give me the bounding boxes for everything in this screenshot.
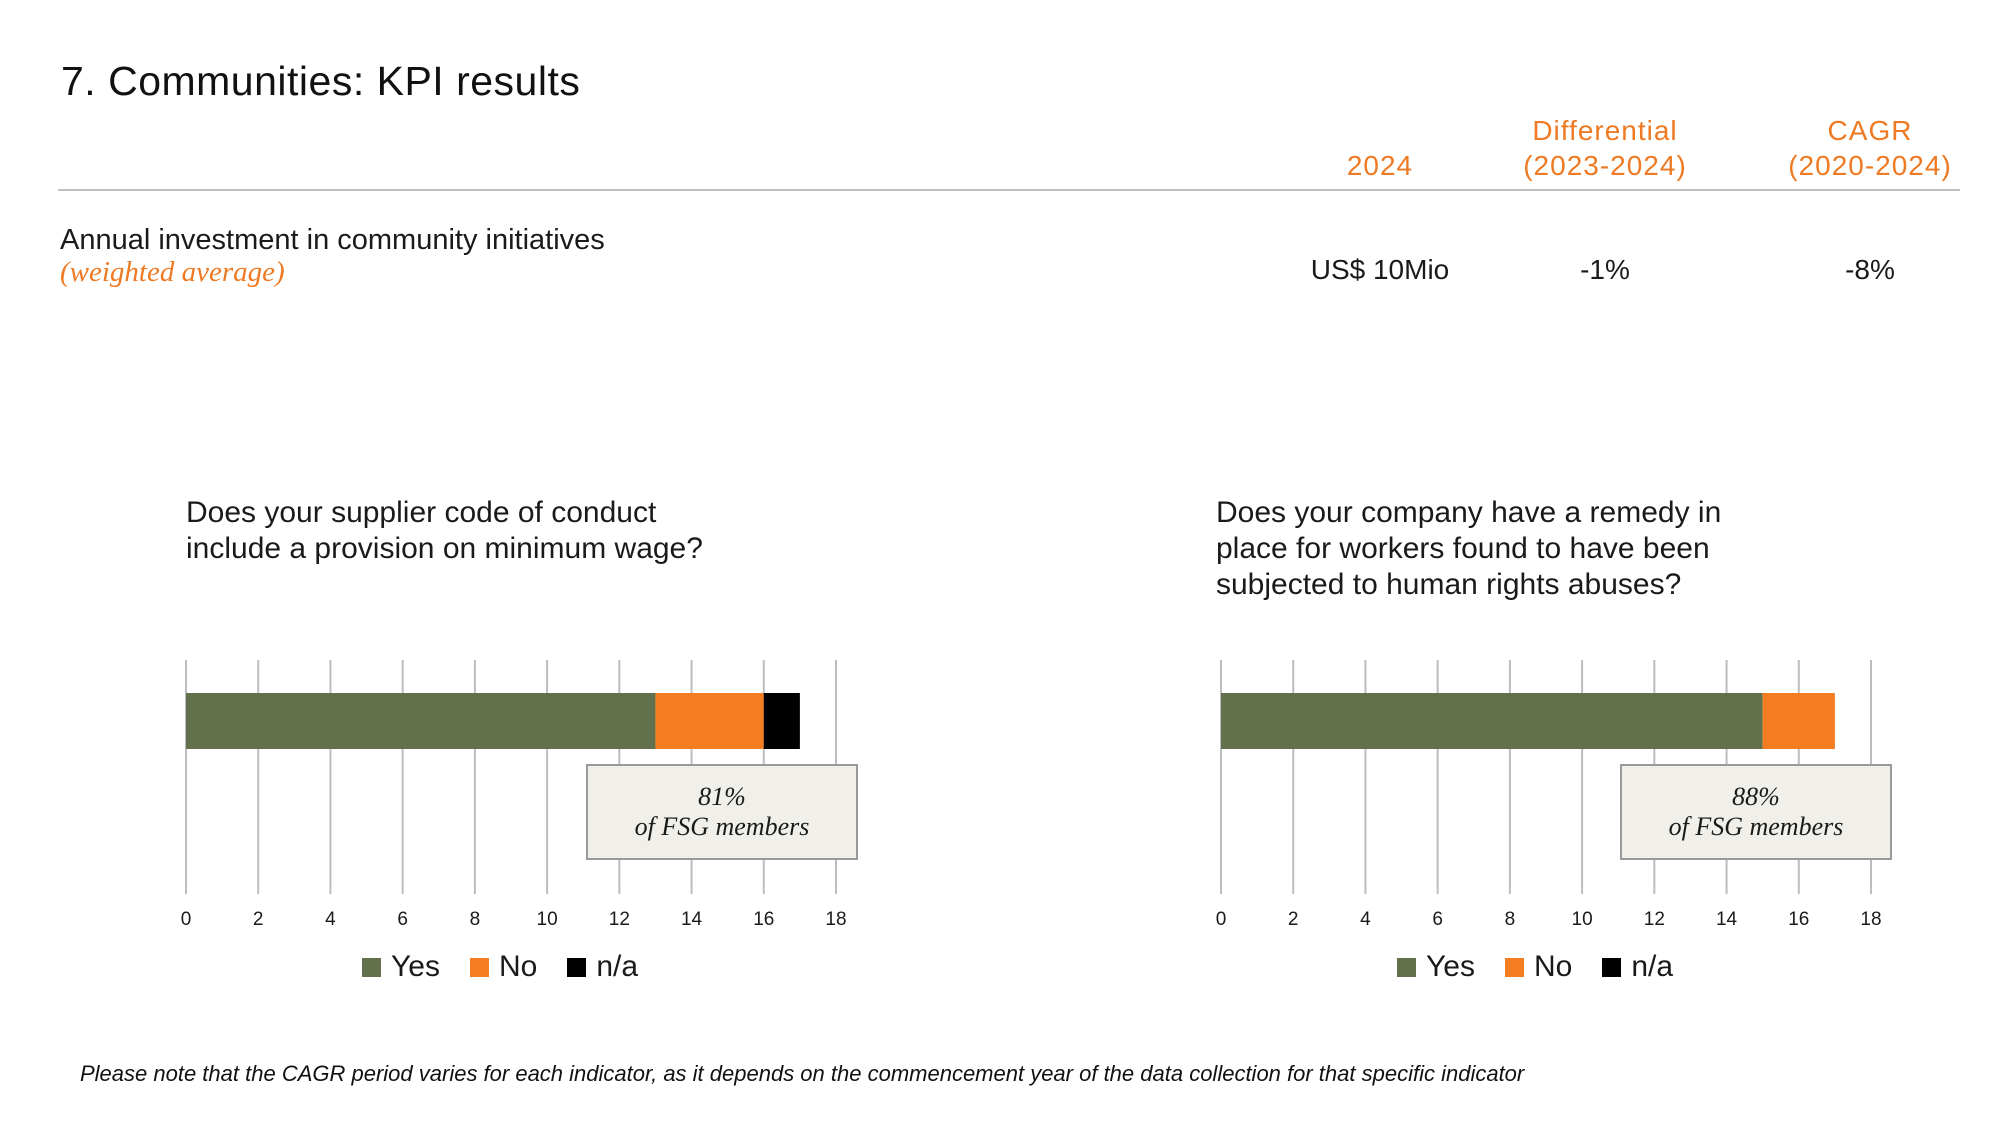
- chart-1-question-line: include a provision on minimum wage?: [186, 532, 703, 565]
- kpi-value-cagr: -8%: [1845, 254, 1895, 285]
- legend-item-yes: Yes: [1397, 950, 1475, 984]
- annotation-percent: 81%: [698, 782, 746, 811]
- kpi-sublabel: (weighted average): [60, 256, 285, 288]
- page-title: 7. Communities: KPI results: [61, 58, 581, 104]
- footnote: Please note that the CAGR period varies …: [80, 1061, 1525, 1086]
- chart-2-annotation: 88% of FSG members: [1620, 764, 1892, 860]
- x-tick-label: 18: [825, 909, 846, 930]
- x-tick-label: 16: [1788, 909, 1809, 930]
- x-tick-label: 8: [1505, 909, 1516, 930]
- chart-1-annotation: 81% of FSG members: [586, 764, 858, 860]
- x-tick-label: 4: [325, 909, 336, 930]
- chart-1-question: Does your supplier code of conduct inclu…: [186, 495, 806, 567]
- x-tick-label: 14: [681, 909, 703, 930]
- column-header-line2: 2024: [1346, 150, 1414, 181]
- column-header-line1: [1320, 113, 1440, 148]
- chart-1-question-line: Does your supplier code of conduct: [186, 496, 657, 529]
- legend-swatch-yes: [362, 957, 381, 977]
- legend-item-yes: Yes: [362, 950, 440, 984]
- column-header-differential: Differential (2023-2024): [1480, 113, 1730, 183]
- x-tick-label: 8: [470, 909, 481, 930]
- legend-item-no: No: [469, 950, 538, 984]
- bar-segment-na: [763, 693, 800, 749]
- legend-item-no: No: [1504, 950, 1573, 984]
- bar-segment-yes: [186, 693, 656, 749]
- chart-2-question-line: Does your company have a remedy in: [1216, 496, 1722, 529]
- column-header-2024: 2024: [1320, 113, 1440, 183]
- x-tick-label: 6: [397, 909, 408, 930]
- column-header-cagr: CAGR (2020-2024): [1760, 113, 1980, 183]
- chart-2-question-line: subjected to human rights abuses?: [1216, 568, 1682, 601]
- x-tick-label: 2: [253, 909, 264, 930]
- x-tick-label: 14: [1716, 909, 1738, 930]
- x-tick-label: 10: [537, 909, 558, 930]
- legend-label-yes: Yes: [391, 950, 440, 983]
- legend-item-na: n/a: [567, 950, 638, 984]
- x-tick-label: 12: [1644, 909, 1665, 930]
- chart-2-legend: Yes No n/a: [1397, 950, 1673, 984]
- column-header-line2: (2020-2024): [1788, 150, 1952, 181]
- legend-label-yes: Yes: [1426, 950, 1475, 983]
- x-tick-label: 12: [609, 909, 630, 930]
- bar-segment-no: [655, 693, 764, 749]
- x-tick-label: 2: [1288, 909, 1299, 930]
- column-header-line1: CAGR: [1827, 115, 1913, 146]
- x-tick-label: 6: [1432, 909, 1443, 930]
- legend-swatch-yes: [1397, 957, 1416, 977]
- legend-swatch-no: [1504, 957, 1524, 977]
- kpi-label: Annual investment in community initiativ…: [60, 224, 605, 256]
- chart-2-question-line: place for workers found to have been: [1216, 532, 1710, 565]
- legend-item-na: n/a: [1602, 950, 1673, 984]
- legend-swatch-na: [1602, 957, 1622, 977]
- bar-segment-yes: [1221, 693, 1763, 749]
- column-header-line2: (2023-2024): [1523, 150, 1687, 181]
- x-tick-label: 0: [181, 909, 192, 930]
- legend-label-no: No: [498, 950, 538, 983]
- bar-segment-no: [1762, 693, 1835, 749]
- x-tick-label: 10: [1572, 909, 1593, 930]
- legend-swatch-na: [567, 957, 587, 977]
- x-tick-label: 0: [1216, 909, 1227, 930]
- column-header-line1: Differential: [1532, 115, 1678, 146]
- annotation-caption: of FSG members: [1668, 812, 1844, 841]
- legend-label-no: No: [1533, 950, 1573, 983]
- annotation-percent: 88%: [1732, 782, 1780, 811]
- x-tick-label: 16: [753, 909, 774, 930]
- chart-1-legend: Yes No n/a: [362, 950, 638, 984]
- legend-label-na: n/a: [1631, 950, 1674, 983]
- kpi-value-differential: -1%: [1580, 254, 1630, 285]
- header-divider: [58, 189, 1960, 191]
- legend-label-na: n/a: [596, 950, 639, 983]
- kpi-value-2024: US$ 10Mio: [1310, 254, 1450, 285]
- annotation-caption: of FSG members: [634, 812, 810, 841]
- legend-swatch-no: [469, 957, 489, 977]
- chart-2-question: Does your company have a remedy in place…: [1216, 495, 1836, 603]
- x-tick-label: 4: [1360, 909, 1371, 930]
- x-tick-label: 18: [1860, 909, 1881, 930]
